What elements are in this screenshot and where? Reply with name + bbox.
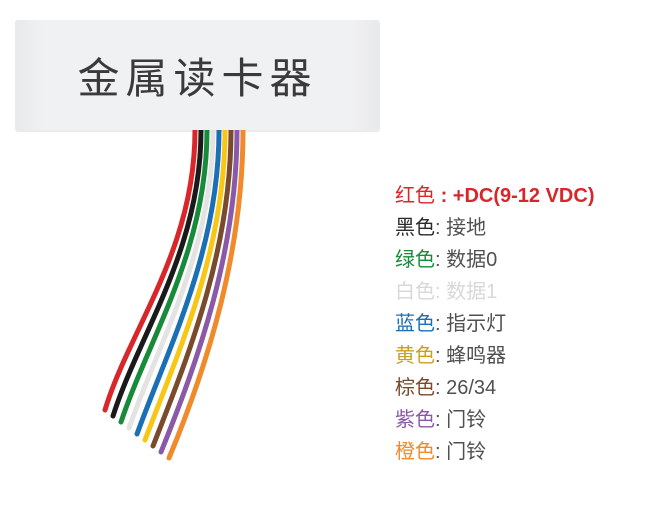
wire-legend: 红色 : +DC(9-12 VDC)黑色: 接地绿色: 数据0白色: 数据1蓝色… — [395, 180, 645, 468]
legend-label: 黄色 — [395, 345, 435, 367]
legend-row: 白色: 数据1 — [395, 276, 645, 308]
legend-value: 数据0 — [446, 249, 497, 271]
legend-separator: : — [435, 281, 446, 303]
wire-purple — [161, 130, 237, 452]
wire-yellow — [145, 130, 225, 440]
wire-blue — [137, 130, 219, 434]
legend-separator: : — [441, 185, 453, 207]
wire-bundle — [95, 130, 355, 470]
legend-row: 红色 : +DC(9-12 VDC) — [395, 180, 645, 212]
wire-black — [113, 130, 201, 416]
legend-label: 紫色 — [395, 409, 435, 431]
legend-row: 紫色: 门铃 — [395, 404, 645, 436]
legend-value: 指示灯 — [446, 313, 506, 335]
legend-separator: : — [435, 409, 446, 431]
legend-value: 门铃 — [446, 409, 486, 431]
legend-value: +DC(9-12 VDC) — [453, 185, 595, 207]
legend-value: 26/34 — [446, 377, 496, 399]
legend-value: 门铃 — [446, 441, 486, 463]
wire-orange — [169, 130, 243, 458]
legend-label: 黑色 — [395, 217, 435, 239]
legend-label: 绿色 — [395, 249, 435, 271]
legend-separator: : — [435, 345, 446, 367]
legend-label: 棕色 — [395, 377, 435, 399]
device-box: 金属读卡器 — [15, 20, 380, 130]
wire-brown — [153, 130, 231, 446]
wire-white — [129, 130, 213, 428]
legend-row: 蓝色: 指示灯 — [395, 308, 645, 340]
wire-green — [121, 130, 207, 422]
legend-separator: : — [435, 217, 446, 239]
legend-label: 橙色 — [395, 441, 435, 463]
wire-red — [105, 130, 195, 410]
legend-separator: : — [435, 313, 446, 335]
legend-row: 橙色: 门铃 — [395, 436, 645, 468]
legend-row: 黑色: 接地 — [395, 212, 645, 244]
legend-separator: : — [435, 377, 446, 399]
legend-separator: : — [435, 249, 446, 271]
legend-row: 黄色: 蜂鸣器 — [395, 340, 645, 372]
legend-label: 蓝色 — [395, 313, 435, 335]
device-title: 金属读卡器 — [77, 45, 317, 106]
legend-row: 棕色: 26/34 — [395, 372, 645, 404]
legend-label: 红色 — [395, 185, 441, 207]
legend-value: 接地 — [446, 217, 486, 239]
legend-value: 蜂鸣器 — [446, 345, 506, 367]
legend-row: 绿色: 数据0 — [395, 244, 645, 276]
legend-label: 白色 — [395, 281, 435, 303]
legend-value: 数据1 — [446, 281, 497, 303]
legend-separator: : — [435, 441, 446, 463]
